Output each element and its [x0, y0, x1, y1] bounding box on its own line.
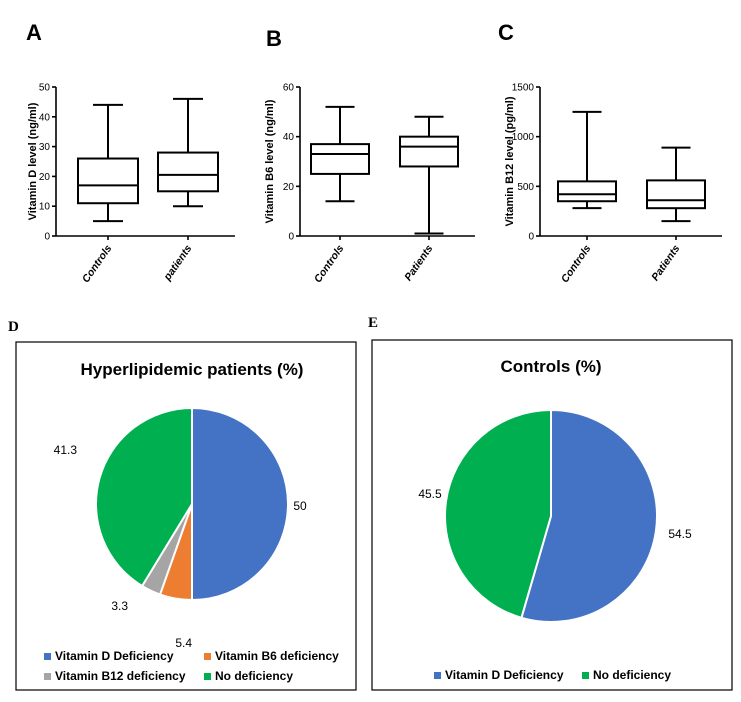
pie-title: Controls (%) [500, 357, 601, 376]
box-iqr [77, 157, 139, 205]
legend-swatch [434, 672, 441, 679]
y-tick-label: 1500 [512, 83, 535, 94]
slice-value-label: 41.3 [54, 443, 78, 457]
box-iqr [157, 151, 219, 193]
box-iqr [557, 180, 617, 203]
y-tick-label: 40 [283, 132, 295, 143]
slice-value-label: 50 [293, 499, 307, 513]
legend-label: Vitamin B6 deficiency [215, 649, 339, 663]
box-iqr [399, 135, 459, 168]
slice-value-label: 54.5 [668, 527, 692, 541]
x-category-label: Patients [402, 243, 435, 283]
y-axis-label: Vitamin B6 level (ng/ml) [264, 99, 276, 223]
panel-letter-e: E [368, 315, 378, 331]
panel-letter-c: C [498, 20, 514, 45]
y-tick-label: 60 [283, 83, 295, 94]
boxplot-vitamin-b6: 0 20 40 60 Vitamin B6 level (ng/ml) Controls P… [264, 83, 475, 285]
y-tick-label: 50 [39, 83, 51, 94]
legend-label: Vitamin B12 deficiency [55, 669, 186, 683]
y-tick-label: 0 [528, 232, 534, 243]
slice-value-label: 5.4 [175, 636, 192, 650]
box-iqr [646, 179, 706, 210]
pie-frame-controls [371, 339, 733, 691]
y-tick-label: 0 [44, 232, 50, 243]
y-tick-label: 0 [288, 232, 294, 243]
panel-letter-b: B [266, 26, 282, 51]
pie-frame-patients [15, 341, 357, 691]
legend-label: Vitamin D Deficiency [55, 649, 174, 663]
y-tick-label: 30 [39, 142, 51, 153]
x-category-label: Patients [649, 243, 682, 283]
legend-label: Vitamin D Deficiency [445, 668, 564, 682]
x-category-label: Controls [80, 243, 115, 285]
box-iqr [310, 143, 370, 175]
x-category-label: Controls [559, 243, 594, 285]
pie-chart-controls: Controls (%) 54.5 Vitamin D Deficiency 45.5… [418, 357, 692, 682]
x-category-label: patients [161, 243, 195, 284]
y-tick-label: 10 [39, 202, 51, 213]
legend-swatch [582, 672, 589, 679]
panel-letter-a: A [26, 20, 42, 45]
y-tick-label: 20 [283, 182, 295, 193]
legend-swatch [204, 653, 211, 660]
pie-slice [191, 406, 289, 602]
panel-letter-d: D [8, 319, 19, 335]
y-tick-label: 1000 [512, 132, 535, 143]
pie-slice [95, 406, 193, 588]
y-tick-label: 20 [39, 172, 51, 183]
legend-swatch [44, 653, 51, 660]
pie-slice [520, 408, 658, 623]
y-tick-label: 40 [39, 112, 51, 123]
y-tick-label: 500 [517, 182, 534, 193]
legend-label: No deficiency [593, 668, 671, 682]
legend-label: No deficiency [215, 669, 293, 683]
boxplot-vitamin-b12: 0 500 1000 1500 Vitamin B12 level (pg/ml) Con… [504, 83, 722, 285]
pie-slice [444, 408, 552, 620]
legend-swatch [44, 673, 51, 680]
y-axis-label: Vitamin D level (ng/ml) [27, 102, 39, 220]
slice-value-label: 3.3 [111, 599, 128, 613]
y-axis-label: Vitamin B12 level (pg/ml) [504, 96, 516, 226]
x-category-label: Controls [312, 243, 347, 285]
slice-value-label: 45.5 [418, 487, 442, 501]
pie-chart-patients: Hyperlipidemic patients (%) 50 Vitamin D D… [44, 360, 339, 683]
legend-swatch [204, 673, 211, 680]
pie-title: Hyperlipidemic patients (%) [81, 360, 304, 379]
